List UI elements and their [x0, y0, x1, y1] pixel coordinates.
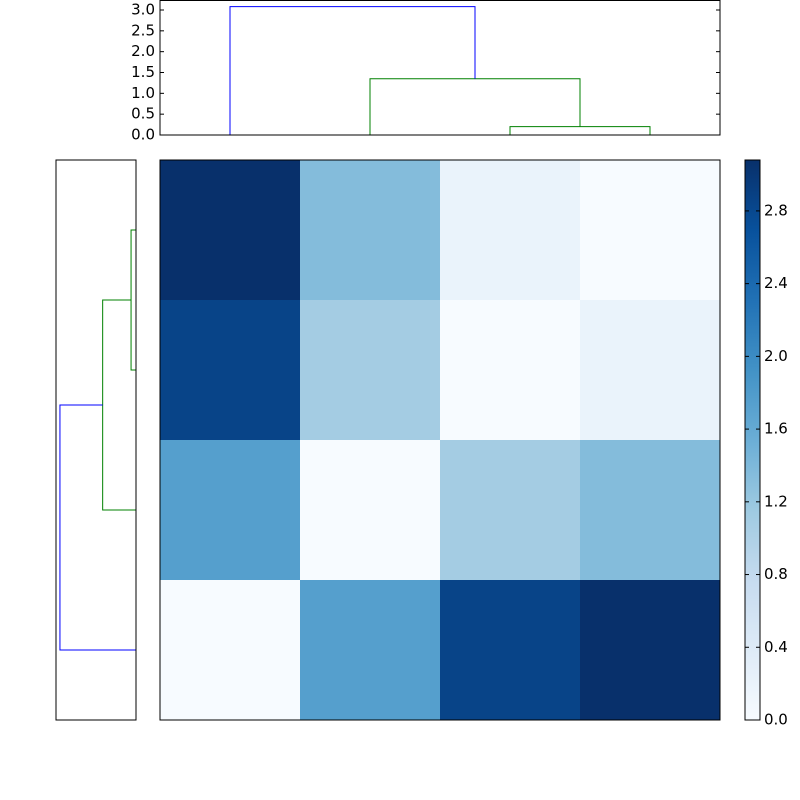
colorbar-tick-label: 0.8: [764, 565, 788, 583]
colorbar-tick-label: 1.2: [764, 492, 788, 510]
colorbar-frame: [744, 159, 761, 721]
heatmap-frame: [159, 159, 721, 721]
y-tick-label: 0.5: [131, 105, 155, 123]
heatmap-cell: [580, 160, 721, 301]
heatmap-cell: [160, 440, 301, 581]
heatmap-cell: [580, 580, 721, 721]
heatmap-cell: [300, 580, 441, 721]
colorbar-tick-label: 0.4: [764, 638, 788, 656]
colorbar-tick-label: 0.0: [764, 711, 788, 729]
heatmap-cell: [440, 440, 581, 581]
heatmap-cell: [160, 160, 301, 301]
y-tick-label: 2.0: [131, 42, 155, 60]
y-tick-label: 3.0: [131, 1, 155, 19]
y-tick-label: 0.0: [131, 126, 155, 144]
left-dendrogram-link: [59, 404, 136, 651]
y-tick-label: 1.0: [131, 84, 155, 102]
heatmap-cell: [440, 580, 581, 721]
colorbar-tick-label: 2.8: [764, 201, 788, 219]
top-dendrogram-link: [509, 126, 651, 135]
colorbar-tick-label: 2.0: [764, 347, 788, 365]
heatmap-cell: [300, 160, 441, 301]
heatmap-cell: [440, 160, 581, 301]
top-dendrogram-frame: [159, 0, 721, 136]
heatmap-cell: [580, 300, 721, 441]
heatmap-cell: [300, 300, 441, 441]
left-dendrogram-link: [130, 229, 136, 371]
heatmap-cell: [300, 440, 441, 581]
colorbar-tick-label: 1.6: [764, 420, 788, 438]
heatmap-cell: [440, 300, 581, 441]
y-tick-label: 1.5: [131, 63, 155, 81]
heatmap-cell: [160, 580, 301, 721]
heatmap-cell: [580, 440, 721, 581]
left-dendrogram-frame: [55, 159, 137, 721]
top-dendrogram-link: [229, 6, 476, 135]
y-tick-label: 2.5: [131, 21, 155, 39]
colorbar: [745, 160, 760, 720]
heatmap-cell: [160, 300, 301, 441]
colorbar-tick-label: 2.4: [764, 274, 788, 292]
